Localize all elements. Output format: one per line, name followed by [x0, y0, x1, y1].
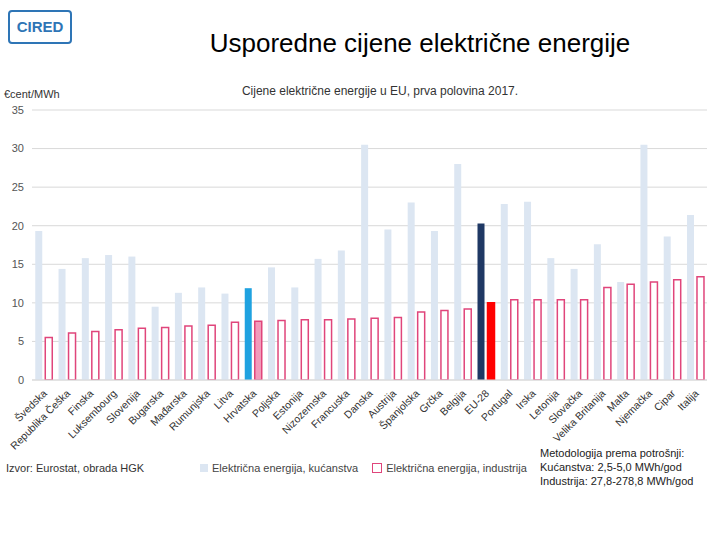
svg-text:10: 10	[12, 297, 24, 309]
svg-text:25: 25	[12, 181, 24, 193]
svg-text:EU-28: EU-28	[461, 386, 492, 417]
svg-text:Litva: Litva	[211, 386, 236, 412]
html-text:Metodologija prema potrošnji:: Metodologija prema potrošnji:	[540, 447, 685, 459]
svg-text:15: 15	[12, 258, 24, 270]
svg-text:Slovenija: Slovenija	[103, 386, 143, 426]
svg-text:Hrvatska: Hrvatska	[221, 387, 259, 425]
svg-text:Italija: Italija	[675, 387, 701, 413]
svg-text:Francuska: Francuska	[308, 386, 352, 431]
svg-text:Rumunjska: Rumunjska	[166, 387, 212, 433]
svg-text:Njemačka: Njemačka	[613, 387, 655, 429]
svg-text:Luksembourg: Luksembourg	[65, 386, 119, 441]
svg-text:Danska: Danska	[341, 386, 375, 421]
svg-text:Velika Britanija: Velika Britanija	[550, 387, 607, 444]
svg-text:Cipar: Cipar	[651, 387, 678, 414]
svg-text:Letonija: Letonija	[526, 386, 562, 422]
svg-text:Nizozemska: Nizozemska	[279, 386, 329, 436]
html-text:Izvor: Eurostat, obrada HGK: Izvor: Eurostat, obrada HGK	[6, 462, 145, 474]
svg-text:Malta: Malta	[604, 386, 631, 414]
html-text:Industrija: 27,8-278,8 MWh/god: Industrija: 27,8-278,8 MWh/god	[540, 475, 694, 487]
html-text:Usporedne cijene električne en: Usporedne cijene električne energije	[209, 28, 631, 58]
svg-text:Švedska: Švedska	[12, 386, 50, 424]
svg-text:30: 30	[12, 142, 24, 154]
svg-text:Irska: Irska	[513, 386, 538, 412]
svg-text:Mađarska: Mađarska	[147, 386, 189, 428]
svg-text:Slovačka: Slovačka	[545, 386, 585, 426]
html-text:CIRED: CIRED	[16, 18, 64, 35]
svg-text:Španjolska: Španjolska	[377, 387, 422, 432]
svg-text:Finska: Finska	[65, 386, 96, 418]
svg-text:Republika Češka: Republika Češka	[8, 387, 72, 452]
html-text:Električna energija, industrij: Električna energija, industrija	[386, 462, 527, 474]
html-text:Kućanstva: 2,5-5,0 MWh/god: Kućanstva: 2,5-5,0 MWh/god	[540, 461, 682, 473]
html-text:€cent/MWh: €cent/MWh	[4, 88, 60, 100]
svg-text:Belgija: Belgija	[437, 387, 468, 418]
html-text:Cijene električne energije u E: Cijene električne energije u EU, prva po…	[241, 84, 519, 98]
svg-text:20: 20	[12, 220, 24, 232]
svg-text:Grčka: Grčka	[416, 386, 445, 416]
svg-text:5: 5	[18, 335, 24, 347]
svg-text:0: 0	[18, 374, 24, 386]
html-text:Električna energija, kućanstva: Električna energija, kućanstva	[212, 462, 359, 474]
svg-text:Bugarska: Bugarska	[125, 386, 166, 427]
svg-text:Estonija: Estonija	[270, 386, 306, 422]
svg-text:Austrija: Austrija	[364, 386, 399, 421]
svg-text:Portugal: Portugal	[478, 387, 514, 423]
svg-text:35: 35	[12, 104, 24, 116]
svg-text:Poljska: Poljska	[249, 386, 282, 420]
